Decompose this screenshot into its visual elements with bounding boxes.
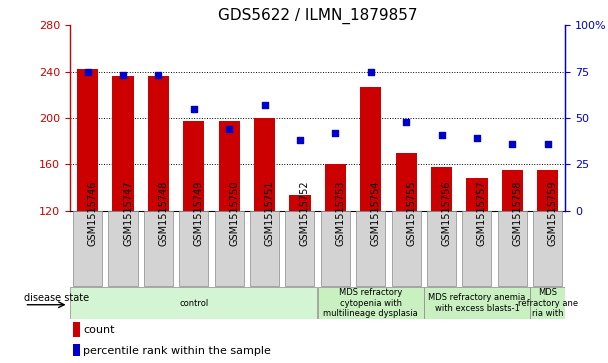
- Bar: [219, 122, 240, 211]
- Point: [331, 130, 340, 136]
- Bar: [431, 167, 452, 211]
- Bar: [144, 211, 173, 286]
- Bar: [73, 322, 80, 338]
- Point: [508, 141, 517, 147]
- Text: GSM1515746: GSM1515746: [88, 181, 98, 246]
- Bar: [108, 211, 137, 286]
- Text: percentile rank within the sample: percentile rank within the sample: [83, 346, 271, 356]
- Bar: [148, 76, 169, 211]
- Bar: [466, 178, 488, 211]
- Text: GSM1515751: GSM1515751: [264, 181, 275, 246]
- Text: disease state: disease state: [24, 293, 89, 303]
- Text: GSM1515749: GSM1515749: [194, 181, 204, 246]
- Bar: [318, 287, 424, 319]
- Text: GSM1515753: GSM1515753: [336, 181, 345, 246]
- Point: [437, 132, 446, 138]
- Bar: [530, 287, 565, 319]
- Text: MDS refractory anemia
with excess blasts-1: MDS refractory anemia with excess blasts…: [428, 293, 526, 313]
- Point: [295, 137, 305, 143]
- Point: [472, 135, 482, 141]
- Bar: [392, 211, 421, 286]
- Text: GSM1515759: GSM1515759: [548, 181, 558, 246]
- Bar: [179, 211, 209, 286]
- Point: [543, 141, 553, 147]
- Bar: [321, 211, 350, 286]
- Bar: [215, 211, 244, 286]
- Bar: [250, 211, 279, 286]
- Text: GSM1515756: GSM1515756: [441, 181, 452, 246]
- Title: GDS5622 / ILMN_1879857: GDS5622 / ILMN_1879857: [218, 8, 418, 24]
- Bar: [183, 122, 204, 211]
- Bar: [77, 69, 98, 211]
- Point: [224, 126, 234, 132]
- Bar: [325, 164, 346, 211]
- Bar: [73, 211, 102, 286]
- Bar: [112, 76, 134, 211]
- Text: control: control: [179, 299, 209, 307]
- Bar: [463, 211, 491, 286]
- Text: GSM1515752: GSM1515752: [300, 181, 310, 246]
- Bar: [356, 211, 385, 286]
- Text: GSM1515748: GSM1515748: [159, 181, 168, 246]
- Text: GSM1515754: GSM1515754: [371, 181, 381, 246]
- Bar: [254, 118, 275, 211]
- Text: MDS
refractory ane
ria with: MDS refractory ane ria with: [517, 288, 578, 318]
- Bar: [498, 211, 527, 286]
- Point: [366, 69, 376, 75]
- Text: count: count: [83, 325, 115, 335]
- Text: GSM1515755: GSM1515755: [406, 181, 416, 246]
- Point: [189, 106, 199, 112]
- Bar: [424, 287, 530, 319]
- Bar: [537, 170, 558, 211]
- Text: GSM1515757: GSM1515757: [477, 181, 487, 246]
- Text: GSM1515758: GSM1515758: [513, 181, 522, 246]
- Point: [83, 69, 92, 75]
- Point: [260, 102, 269, 108]
- Bar: [289, 196, 311, 211]
- Bar: [396, 153, 417, 211]
- Text: GSM1515750: GSM1515750: [229, 181, 239, 246]
- Bar: [427, 211, 456, 286]
- Bar: [502, 170, 523, 211]
- Bar: [286, 211, 314, 286]
- Point: [154, 73, 164, 78]
- Bar: [73, 344, 80, 356]
- Bar: [533, 211, 562, 286]
- Text: GSM1515747: GSM1515747: [123, 181, 133, 246]
- Text: MDS refractory
cytopenia with
multilineage dysplasia: MDS refractory cytopenia with multilinea…: [323, 288, 418, 318]
- Bar: [71, 287, 317, 319]
- Point: [118, 73, 128, 78]
- Bar: [360, 87, 381, 211]
- Point: [401, 119, 411, 125]
